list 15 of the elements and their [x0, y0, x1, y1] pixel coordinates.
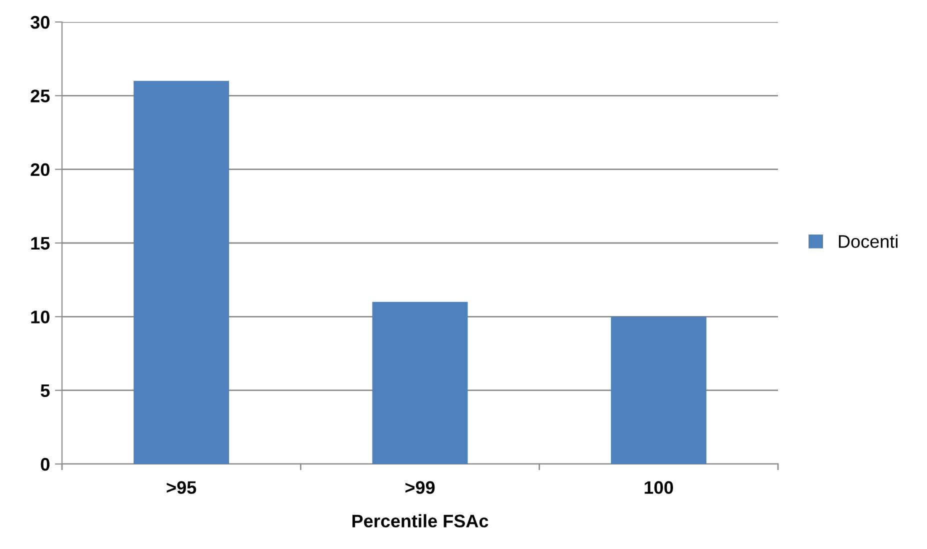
bar [134, 80, 230, 464]
y-tick-label: 30 [30, 16, 50, 29]
x-axis-title: Percentile FSAc [352, 514, 488, 528]
legend-label: Docenti [838, 234, 898, 248]
y-tick-label: 20 [30, 163, 50, 176]
x-tick-label: >95 [166, 481, 196, 494]
x-tick-label: >99 [405, 481, 435, 494]
y-tick-label: 0 [40, 458, 50, 471]
bar [372, 302, 468, 464]
y-tick-label: 10 [31, 310, 50, 324]
x-tick-label: 100 [644, 481, 673, 494]
y-tick-label: 15 [31, 237, 50, 250]
y-tick-label: 5 [40, 384, 50, 398]
y-tick-label: 25 [30, 90, 50, 102]
bar [610, 316, 706, 464]
